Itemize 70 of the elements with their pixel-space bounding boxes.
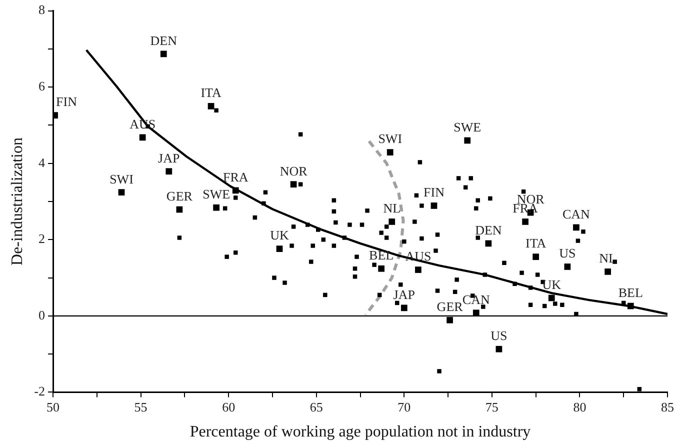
y-tick-label: 6 <box>38 78 46 94</box>
x-tick-label: 60 <box>222 399 236 414</box>
annotation: SWI <box>110 171 134 186</box>
annotation: FRA <box>222 169 249 184</box>
point <box>400 304 408 312</box>
point <box>118 189 125 196</box>
x-tick-label: 85 <box>661 399 674 414</box>
point <box>472 310 480 316</box>
point <box>276 246 283 252</box>
annotation: NOR <box>280 163 308 178</box>
point <box>386 149 394 156</box>
point <box>627 302 634 310</box>
point <box>430 202 438 209</box>
x-tick-label: 50 <box>46 399 60 414</box>
point <box>604 268 611 275</box>
annotation: BEL <box>369 248 394 263</box>
y-tick-label: 4 <box>38 154 46 170</box>
point <box>446 316 453 324</box>
annotation: FIN <box>424 184 446 200</box>
point <box>548 294 555 302</box>
point <box>573 224 580 231</box>
point <box>388 218 396 225</box>
y-tick-label: 8 <box>38 2 46 18</box>
y-tick-label: -2 <box>34 384 46 399</box>
annotation: DEN <box>150 32 178 48</box>
x-axis-title: Percentage of working age population not in industry <box>190 424 531 441</box>
point <box>532 254 540 260</box>
annotation: AUS <box>405 248 432 264</box>
x-tick-label: 55 <box>134 399 148 414</box>
y-tick-label: 2 <box>38 231 46 246</box>
point <box>166 168 172 175</box>
x-tick-label: 75 <box>485 399 498 414</box>
point <box>496 346 502 352</box>
annotation: DEN <box>475 222 502 238</box>
point <box>160 50 167 58</box>
x-tick-label: 65 <box>310 399 323 414</box>
point <box>232 187 239 194</box>
annotation: UK <box>542 276 562 292</box>
point <box>208 102 214 110</box>
annotation: GER <box>166 188 193 204</box>
annotation: NL <box>383 200 401 216</box>
x-tick-label: 70 <box>398 399 411 414</box>
annotation: US <box>490 328 508 344</box>
annotation: GER <box>436 299 464 314</box>
annotation: FIN <box>56 94 78 110</box>
point <box>464 137 471 144</box>
point <box>290 181 297 188</box>
annotation: SWI <box>378 131 402 146</box>
annotation: ITA <box>526 236 547 251</box>
y-tick-label: 0 <box>38 307 46 322</box>
annotation: CAN <box>562 206 591 222</box>
point <box>139 134 146 141</box>
annotation: SWE <box>454 119 482 134</box>
annotation: US <box>559 246 576 261</box>
annotation: ITA <box>200 85 222 100</box>
annotation: UK <box>270 228 290 243</box>
y-axis-title: De-industrialization <box>8 138 26 266</box>
point <box>415 266 422 273</box>
annotation: NL <box>599 250 617 266</box>
point <box>485 240 492 247</box>
annotation: BEL <box>618 284 643 300</box>
point <box>522 218 528 225</box>
point <box>378 265 385 272</box>
point <box>213 204 220 211</box>
annotation: JAP <box>158 150 180 166</box>
annotation: CAN <box>462 292 490 307</box>
point <box>564 264 571 270</box>
x-tick-label: 80 <box>573 399 586 414</box>
annotation: JAP <box>393 286 415 302</box>
annotation: SWE <box>202 186 230 202</box>
